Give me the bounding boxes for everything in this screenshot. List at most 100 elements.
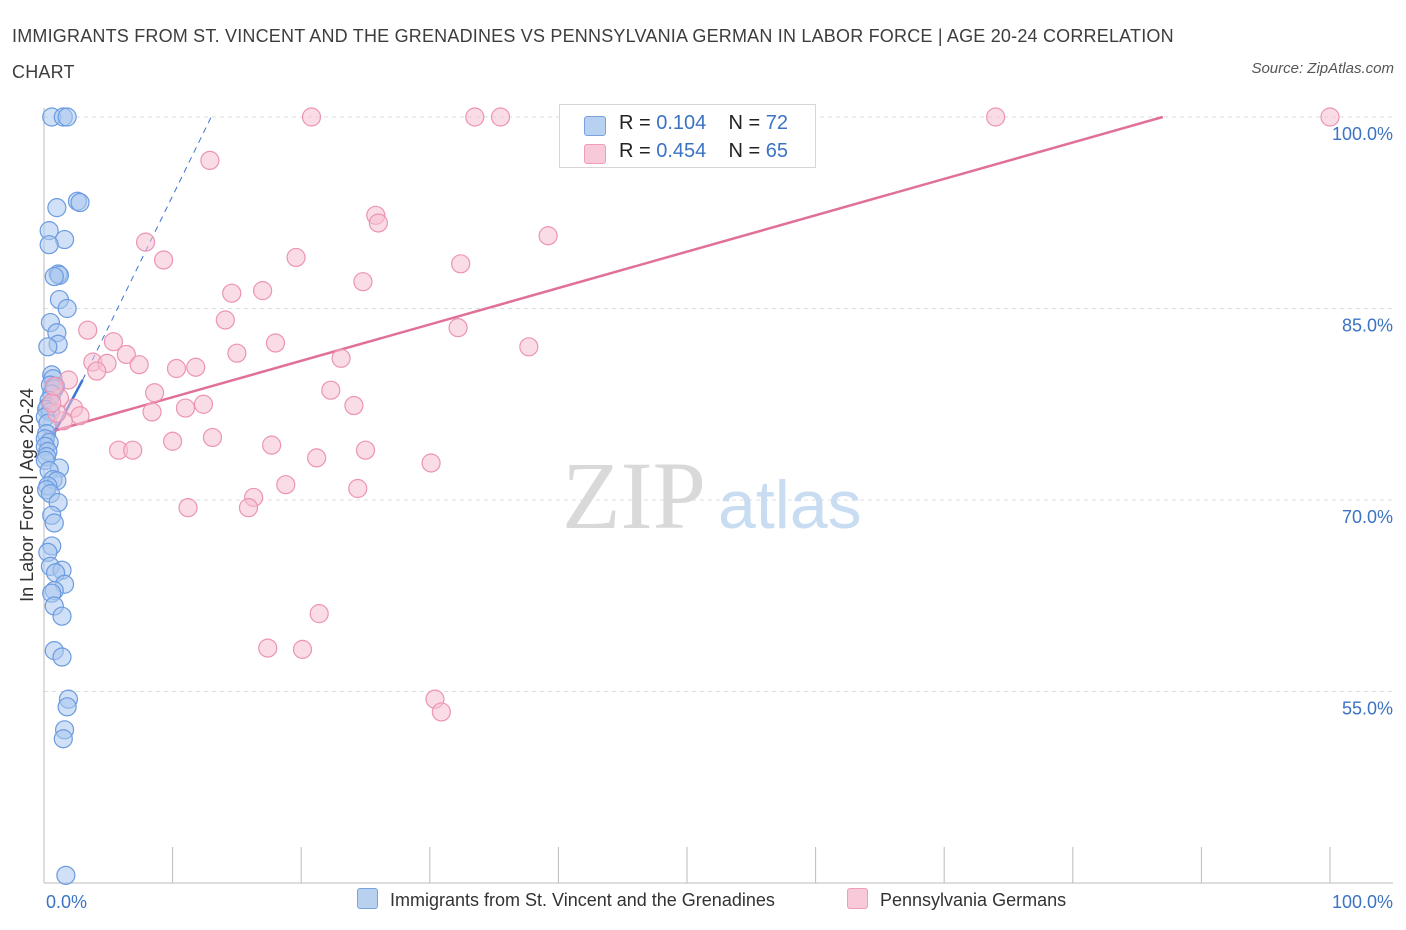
data-point-pink — [135, 232, 156, 252]
data-point-pink — [215, 310, 235, 330]
legend-text-series1: R = 0.104 N = 72 — [619, 112, 788, 135]
data-point-blue — [52, 647, 72, 667]
source-credit: Source: ZipAtlas.com — [1251, 60, 1394, 77]
data-point-pink — [42, 393, 62, 413]
data-point-pink — [344, 395, 364, 416]
data-point-pink — [129, 355, 149, 375]
data-point-pink — [70, 406, 90, 426]
data-point-pink — [222, 283, 242, 303]
data-point-pink — [193, 394, 214, 414]
data-point-pink — [465, 107, 485, 127]
r-label: R = — [619, 140, 651, 162]
r-value-series2: 0.454 — [656, 140, 707, 162]
data-point-pink — [431, 702, 451, 722]
data-point-pink — [166, 358, 187, 379]
data-point-pink — [200, 150, 220, 171]
y-axis-label: In Labor Force | Age 20-24 — [17, 388, 37, 602]
r-label: R = — [619, 112, 651, 134]
data-point-blue — [38, 337, 58, 357]
data-point-blue — [56, 865, 76, 885]
bottom-legend-label-series2: Pennsylvania Germans — [880, 890, 1067, 910]
data-point-pink — [153, 250, 174, 270]
data-point-pink — [175, 398, 196, 418]
data-point-pink — [163, 431, 183, 451]
data-point-blue — [47, 198, 67, 218]
data-point-pink — [307, 448, 327, 468]
data-point-blue — [53, 729, 73, 749]
data-point-pink — [87, 361, 107, 381]
data-point-pink — [227, 343, 247, 363]
data-point-blue — [52, 606, 72, 626]
watermark: ZIP atlas — [562, 442, 862, 549]
y-tick-label: 55.0% — [1342, 699, 1393, 719]
data-point-pink — [186, 357, 206, 377]
y-tick-label: 85.0% — [1342, 316, 1393, 336]
n-value-series2: 65 — [765, 140, 789, 162]
data-point-pink — [258, 638, 278, 658]
data-point-blue — [70, 192, 90, 213]
data-point-blue — [57, 298, 77, 319]
data-point-pink — [353, 272, 373, 292]
trend-line-pink — [43, 115, 1164, 435]
data-point-pink — [368, 213, 388, 233]
data-point-pink — [321, 380, 341, 400]
data-point-pink — [519, 337, 539, 357]
tick-labels: 55.0% 70.0% 85.0% 100.0% 0.0% 100.0% — [46, 124, 1393, 912]
legend-text-series2: R = 0.454 N = 65 — [619, 140, 788, 163]
data-point-pink — [538, 226, 558, 246]
data-point-pink — [421, 453, 441, 473]
x-tick-label: 0.0% — [46, 892, 87, 912]
data-points — [35, 107, 1340, 885]
data-point-pink — [116, 344, 136, 365]
data-point-pink — [301, 107, 322, 127]
data-point-pink — [331, 348, 351, 368]
bottom-legend-swatch-pink — [847, 888, 868, 909]
legend-swatch-blue — [584, 116, 606, 136]
data-point-pink — [276, 475, 296, 495]
n-label: N = — [728, 112, 761, 134]
data-point-blue — [44, 513, 64, 533]
data-point-pink — [448, 318, 468, 338]
data-point-pink — [309, 604, 329, 624]
data-point-pink — [178, 498, 198, 518]
watermark-zip: ZIP — [562, 442, 706, 549]
x-tick-label: 100.0% — [1332, 892, 1393, 912]
bottom-legend-series1: Immigrants from St. Vincent and the Gren… — [357, 888, 775, 911]
data-point-pink — [103, 332, 124, 352]
data-point-pink — [292, 639, 313, 659]
grid-lines — [44, 116, 1393, 692]
data-point-pink — [355, 440, 376, 460]
data-point-pink — [123, 440, 143, 460]
data-point-pink — [144, 383, 165, 403]
data-point-pink — [262, 435, 282, 455]
data-point-blue — [39, 235, 59, 255]
data-point-pink — [490, 107, 511, 127]
data-point-pink — [44, 376, 64, 396]
legend-swatch-pink — [584, 144, 606, 164]
n-value-series1: 72 — [765, 112, 789, 134]
data-point-pink — [78, 320, 98, 340]
data-point-pink — [142, 402, 162, 422]
bottom-legend-series2: Pennsylvania Germans — [847, 888, 1066, 911]
data-point-blue — [57, 107, 77, 127]
n-label: N = — [728, 140, 761, 162]
data-point-pink — [348, 478, 368, 499]
data-point-pink — [1320, 107, 1340, 127]
y-tick-label: 70.0% — [1342, 507, 1393, 527]
data-point-pink — [238, 498, 259, 518]
r-value-series1: 0.104 — [656, 112, 707, 134]
data-point-blue — [57, 697, 77, 717]
bottom-legend-swatch-blue — [357, 888, 378, 909]
chart-title: IMMIGRANTS FROM ST. VINCENT AND THE GREN… — [12, 26, 1174, 82]
data-point-blue — [44, 266, 64, 287]
bottom-legend-label-series1: Immigrants from St. Vincent and the Gren… — [390, 890, 775, 910]
data-point-pink — [286, 247, 306, 268]
correlation-legend: R = 0.104 N = 72 R = 0.454 N = 65 — [559, 104, 816, 168]
y-tick-label: 100.0% — [1332, 124, 1393, 144]
data-point-pink — [202, 427, 223, 448]
data-point-pink — [253, 281, 273, 301]
watermark-atlas: atlas — [718, 467, 862, 543]
data-point-pink — [451, 254, 471, 274]
data-point-pink — [986, 107, 1006, 127]
